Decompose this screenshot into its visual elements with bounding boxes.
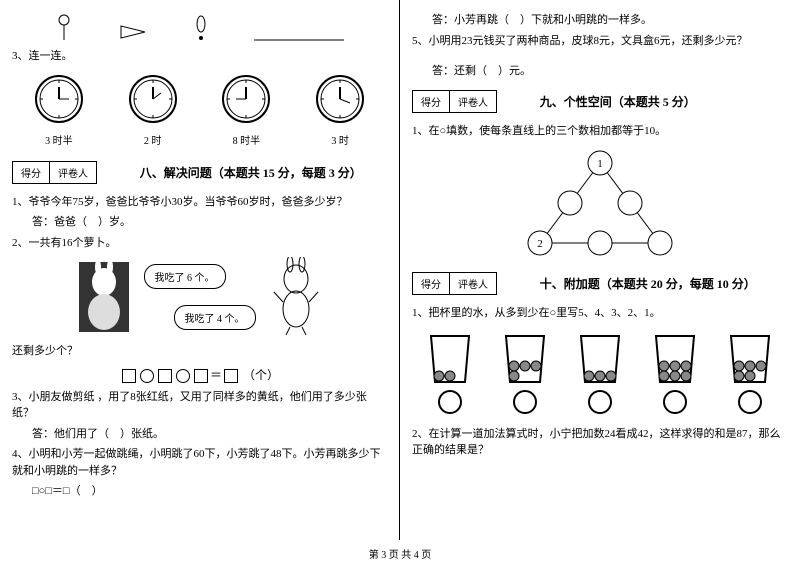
rabbit-left-icon <box>74 257 134 337</box>
cup-item <box>500 330 550 418</box>
grader-label-9: 评卷人 <box>450 91 496 112</box>
clock-1 <box>33 73 85 125</box>
q8-4: 4、小明和小芳一起做跳绳，小明跳了60下，小芳跳了48下。小芳再跳多少下就和小明… <box>12 446 387 479</box>
q3-label: 3、连一连。 <box>12 48 387 65</box>
eq-suffix: （个） <box>243 368 279 382</box>
cup-item <box>650 330 700 418</box>
line-icon <box>254 32 344 42</box>
grader-label-10: 评卷人 <box>450 273 496 294</box>
score-box-10: 得分 评卷人 <box>412 272 497 295</box>
equation-row: ＝ （个） <box>12 366 387 383</box>
a8-4: 答：小芳再跳（ ）下就和小明跳的一样多。 <box>412 12 788 29</box>
page-footer: 第 3 页 共 4 页 <box>0 546 800 561</box>
cup-item <box>575 330 625 418</box>
tri-left: 2 <box>537 238 543 250</box>
cups-row <box>412 330 788 418</box>
pin-icon <box>55 14 73 42</box>
q8-1: 1、爷爷今年75岁，爸爸比爷爷小30岁。当爷爷60岁时，爸爸多少岁？ <box>12 194 387 211</box>
q8-2-sub: 还剩多少个？ <box>12 343 387 360</box>
rabbit-scene: 我吃了 6 个。 我吃了 4 个。 <box>12 257 387 337</box>
clock-4 <box>314 73 366 125</box>
clock-label-2: 2 时 <box>127 132 179 147</box>
score-label-10: 得分 <box>413 273 450 294</box>
a8-1: 答：爸爸（ ）岁。 <box>12 214 387 231</box>
score-label: 得分 <box>13 162 50 183</box>
q8-3: 3、小朋友做剪纸 ，用了8张红纸，又用了同样多的黄纸，他们用了多少张纸？ <box>12 389 387 422</box>
q10-1: 1、把杯里的水，从多到少在○里写5、4、3、2、1。 <box>412 305 788 322</box>
right-column: 答：小芳再跳（ ）下就和小明跳的一样多。 5、小明用23元钱买了两种商品，皮球8… <box>400 0 800 540</box>
a8-5: 答：还剩（ ）元。 <box>412 63 788 80</box>
left-column: 3、连一连。 3 时半 2 时 8 时半 3 时 得分 评卷人 八、解决问题（本… <box>0 0 400 540</box>
clock-label-3: 8 时半 <box>220 132 272 147</box>
q8-2: 2、一共有16个萝卜。 <box>12 235 387 252</box>
q8-5: 5、小明用23元钱买了两种商品，皮球8元，文具盒6元，还剩多少元？ <box>412 33 788 50</box>
cup-item <box>425 330 475 418</box>
clock-label-4: 3 时 <box>314 132 366 147</box>
q10-2: 2、在计算一道加法算式时，小宁把加数24看成42，这样求得的和是87，那么正确的… <box>412 426 788 459</box>
score-box-9: 得分 评卷人 <box>412 90 497 113</box>
clock-2 <box>127 73 179 125</box>
top-icons <box>32 14 367 42</box>
speech-bubble-2: 我吃了 4 个。 <box>174 305 256 330</box>
clock-label-1: 3 时半 <box>33 132 85 147</box>
exclaim-icon <box>194 14 208 42</box>
a8-3: 答：他们用了（ ）张纸。 <box>12 426 387 443</box>
tri-top: 1 <box>597 158 603 170</box>
score-box-8: 得分 评卷人 <box>12 161 97 184</box>
grader-label: 评卷人 <box>50 162 96 183</box>
triangle-icon <box>119 24 149 42</box>
q8-4-eq: □○□＝□（ ） <box>12 483 387 500</box>
rabbit-right-icon <box>266 257 326 337</box>
speech-bubble-1: 我吃了 6 个。 <box>144 264 226 289</box>
section-9-title: 九、个性空间（本题共 5 分） <box>540 93 696 110</box>
score-label-9: 得分 <box>413 91 450 112</box>
q9-1: 1、在○填数，使每条直线上的三个数相加都等于10。 <box>412 123 788 140</box>
triangle-diagram: 1 2 <box>412 143 788 266</box>
clock-3 <box>220 73 272 125</box>
section-8-title: 八、解决问题（本题共 15 分，每题 3 分） <box>140 164 362 181</box>
section-10-title: 十、附加题（本题共 20 分，每题 10 分） <box>540 275 756 292</box>
cup-item <box>725 330 775 418</box>
clocks-row: 3 时半 2 时 8 时半 3 时 <box>12 73 387 147</box>
